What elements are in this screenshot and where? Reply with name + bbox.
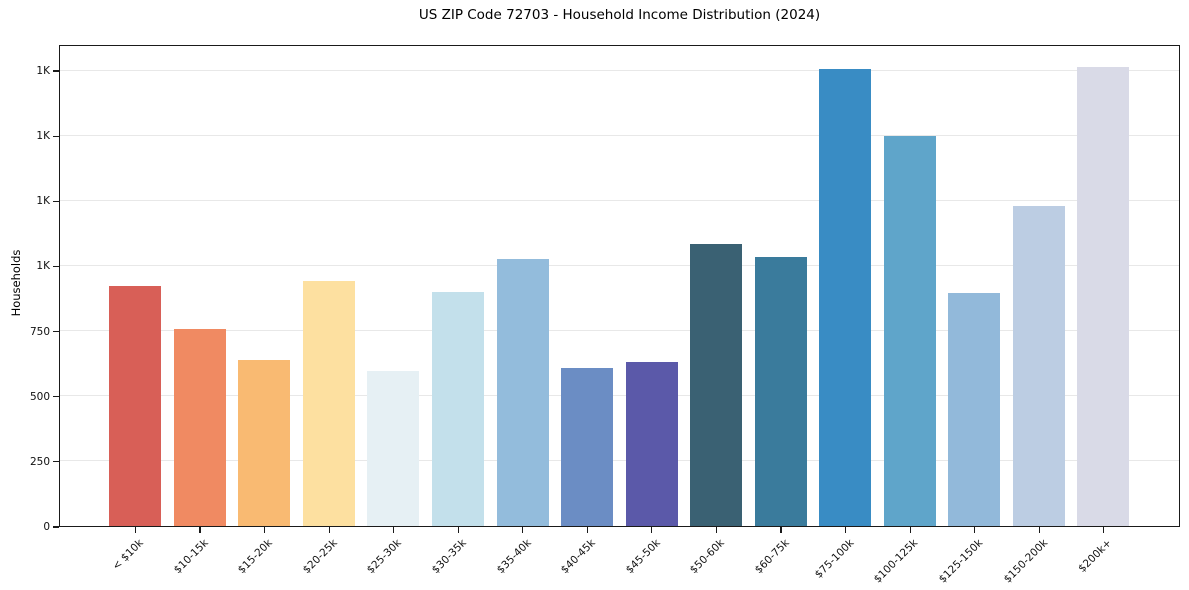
x-tick-label: $30-35k [429, 537, 469, 577]
bar-$50-60k [690, 244, 743, 526]
y-tick-label: 500 [29, 390, 50, 403]
x-tick-mark [844, 527, 847, 533]
bar-$75-100k [819, 69, 872, 526]
x-tick-mark [1103, 527, 1105, 533]
bar-$35-40k [496, 259, 549, 526]
x-tick-label: $50-60k [687, 537, 727, 577]
y-tick-mark [53, 461, 59, 463]
x-tick-mark [974, 527, 976, 533]
bar-$100-125k [883, 136, 936, 526]
x-tick-label: $45-50k [623, 537, 663, 577]
y-tick-mark [53, 396, 59, 398]
x-tick-label: $200k+ [1076, 537, 1115, 575]
x-tick-mark [586, 527, 588, 533]
x-tick-label: < $10k [110, 537, 146, 573]
x-tick-mark [1038, 527, 1040, 533]
bar-$45-50k [625, 362, 678, 526]
x-tick-label: $40-45k [558, 537, 598, 577]
x-tick-label: $25-30k [365, 537, 405, 577]
bar-$40-45k [561, 368, 614, 526]
y-tick-label: 1K [36, 260, 50, 273]
gridline [60, 134, 1179, 136]
bar-$150-200k [1012, 206, 1065, 526]
y-tick-label: 0 [43, 521, 50, 533]
x-tick-mark [780, 527, 782, 533]
bar-$25-30k [367, 371, 420, 526]
y-tick-mark [53, 265, 59, 268]
y-tick-label: 250 [29, 455, 50, 468]
x-tick-label: $10-15k [171, 537, 211, 577]
y-tick-label: 750 [29, 325, 50, 338]
x-tick-mark [715, 527, 718, 533]
x-tick-mark [522, 527, 524, 533]
y-tick-mark [53, 135, 59, 137]
x-tick-label: $60-75k [752, 537, 792, 577]
bar-$15-20k [238, 360, 291, 526]
plot-area [59, 45, 1180, 527]
gridline [60, 264, 1179, 266]
gridline [60, 395, 1179, 397]
x-tick-mark [328, 527, 330, 533]
x-tick-label: $100-125k [872, 537, 921, 586]
gridline [60, 460, 1179, 462]
x-tick-mark [134, 527, 137, 533]
y-tick-label: 1K [36, 65, 50, 78]
x-tick-mark [264, 527, 266, 533]
bar-$125-150k [948, 293, 1001, 526]
x-tick-mark [909, 527, 911, 533]
x-tick-label: $75-100k [812, 537, 857, 581]
y-tick-mark [53, 330, 59, 333]
y-tick-mark [53, 200, 59, 202]
y-tick-mark [53, 70, 59, 72]
bar-$20-25k [302, 281, 355, 526]
y-tick-label: 1K [36, 195, 50, 208]
bar-$30-35k [431, 292, 484, 526]
bar-$10-15k [173, 329, 226, 526]
chart-title: US ZIP Code 72703 - Household Income Dis… [418, 7, 821, 23]
bar-< $10k [109, 286, 162, 526]
x-tick-mark [199, 527, 201, 533]
bar-$60-75k [754, 257, 807, 526]
gridline [60, 330, 1179, 332]
x-tick-label: $20-25k [300, 537, 340, 577]
x-tick-label: $150-200k [1001, 537, 1050, 586]
y-tick-mark [53, 526, 59, 528]
x-tick-mark [393, 527, 395, 533]
y-tick-label: 1K [36, 130, 50, 143]
x-tick-label: $15-20k [236, 537, 276, 577]
gridline [60, 69, 1179, 71]
x-tick-mark [457, 527, 459, 533]
x-tick-label: $35-40k [494, 537, 534, 577]
gridline [60, 199, 1179, 201]
x-tick-mark [651, 527, 653, 533]
bar-$200k+ [1077, 67, 1130, 526]
x-tick-label: $125-150k [936, 537, 986, 586]
